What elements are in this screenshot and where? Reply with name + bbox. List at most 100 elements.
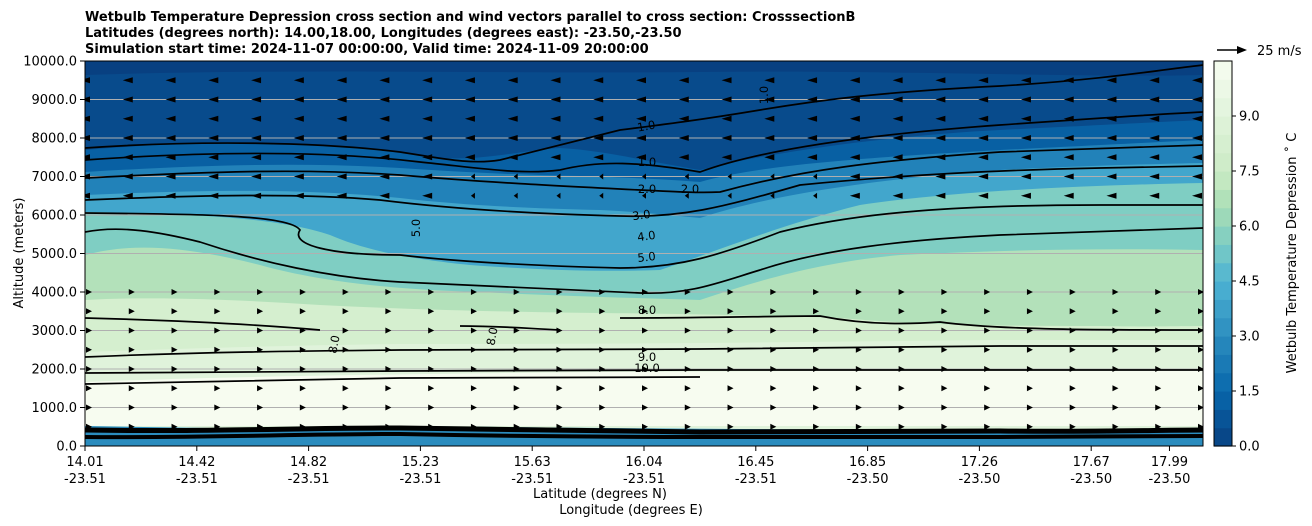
y-tick-label-1: 1000.0: [32, 401, 78, 416]
vector-9-16: [770, 327, 777, 334]
vector-10-3: [214, 346, 221, 353]
chart-title: Wetbulb Temperature Depression cross sec…: [85, 10, 855, 57]
vector-0-16: [764, 77, 775, 84]
contour-label-11: 9.0: [638, 350, 656, 364]
vector-2-17: [807, 115, 818, 122]
x-tick-label-lon-10: -23.50: [1148, 472, 1190, 487]
vector-0-20: [935, 77, 946, 84]
vector-13-22: [1026, 404, 1033, 411]
vector-1-13: [636, 96, 646, 103]
colorbar-segment-6: [1214, 317, 1232, 337]
x-tick-label-lat-9: 17.67: [1073, 455, 1110, 470]
colorbar-segment-4: [1214, 354, 1232, 374]
vector-4-4: [251, 154, 262, 161]
vector-6-14: [684, 192, 689, 199]
vector-10-11: [556, 346, 563, 353]
vector-10-14: [684, 346, 691, 353]
vector-14-8: [428, 423, 435, 430]
vector-0-26: [1192, 77, 1202, 84]
vector-2-12: [593, 115, 604, 122]
vector-10-13: [642, 346, 648, 353]
vector-5-14: [684, 173, 689, 180]
vector-5-11: [556, 173, 561, 180]
vector-1-26: [1192, 96, 1202, 103]
vector-10-0: [86, 346, 92, 353]
x-tick-label-lat-1: 14.42: [178, 455, 215, 470]
vector-13-1: [128, 404, 135, 411]
vector-4-17: [807, 154, 818, 161]
title-line-3: Simulation start time: 2024-11-07 00:00:…: [85, 42, 649, 57]
vector-11-25: [1155, 366, 1162, 372]
x-tick-label-lon-1: -23.51: [176, 472, 218, 487]
contour-surface-1: [85, 425, 1203, 435]
vector-2-15: [721, 115, 732, 122]
vector-13-14: [684, 404, 691, 411]
vector-5-5: [293, 173, 304, 180]
vector-10-20: [941, 346, 948, 353]
vector-2-5: [293, 115, 304, 122]
vector-11-23: [1069, 366, 1076, 372]
vector-8-15: [727, 308, 734, 315]
vector-1-3: [208, 96, 219, 103]
vector-11-10: [513, 366, 520, 372]
x-tick-label-lat-7: 16.85: [849, 455, 886, 470]
contour-surface-2: [85, 431, 1203, 440]
vector-4-12: [593, 154, 604, 161]
vector-6-3: [208, 192, 219, 199]
vector-6-21: [978, 192, 989, 199]
vector-14-3: [214, 423, 221, 430]
vector-13-10: [513, 404, 520, 411]
vector-6-8: [422, 192, 433, 199]
vector-12-22: [1026, 385, 1033, 392]
vector-8-4: [257, 308, 264, 315]
y-tick-label-10: 10000.0: [23, 55, 77, 70]
vector-9-1: [128, 327, 135, 334]
vector-14-19: [898, 423, 905, 430]
vector-11-0: [86, 366, 92, 372]
vector-13-17: [813, 404, 820, 411]
vector-1-17: [807, 96, 818, 103]
vector-8-25: [1155, 308, 1162, 315]
vector-13-20: [941, 404, 948, 411]
vector-8-9: [470, 308, 477, 315]
vector-1-25: [1149, 96, 1160, 103]
wind-vectors: [85, 77, 1203, 430]
vector-3-20: [935, 135, 946, 141]
vector-13-25: [1155, 404, 1162, 411]
vector-12-8: [428, 385, 435, 392]
x-tick-label-lon-5: -23.51: [623, 472, 665, 487]
vector-14-15: [727, 423, 734, 430]
vector-14-20: [941, 423, 948, 430]
vector-9-14: [684, 327, 691, 334]
vector-10-5: [299, 346, 306, 353]
vector-1-2: [165, 96, 176, 103]
vector-2-25: [1149, 115, 1160, 122]
vector-0-4: [251, 77, 262, 84]
vector-11-14: [684, 366, 691, 372]
vector-3-21: [978, 135, 989, 141]
vector-3-11: [550, 135, 561, 141]
vector-7-14: [684, 289, 691, 295]
vector-2-24: [1106, 115, 1117, 122]
vector-13-12: [599, 404, 606, 411]
vector-4-16: [764, 154, 775, 161]
colorbar-segment-0: [1214, 427, 1232, 447]
vector-3-14: [678, 135, 689, 141]
colorbar-segment-2: [1214, 391, 1232, 410]
vector-13-5: [299, 404, 306, 411]
vector-14-18: [855, 423, 862, 430]
vector-1-22: [1020, 96, 1031, 103]
vector-0-5: [293, 77, 304, 84]
vector-6-19: [892, 192, 903, 199]
vector-7-23: [1069, 289, 1076, 295]
vector-8-24: [1112, 308, 1119, 315]
vector-3-8: [422, 135, 433, 141]
colorbar-segment-1: [1214, 409, 1232, 429]
vector-13-4: [257, 404, 264, 411]
vector-14-26: [1198, 423, 1203, 430]
vector-10-9: [470, 346, 477, 353]
vector-3-6: [336, 135, 347, 141]
colorbar-tick-label-6: 9.0: [1239, 110, 1260, 125]
vector-7-8: [428, 289, 435, 295]
vector-0-22: [1020, 77, 1031, 84]
